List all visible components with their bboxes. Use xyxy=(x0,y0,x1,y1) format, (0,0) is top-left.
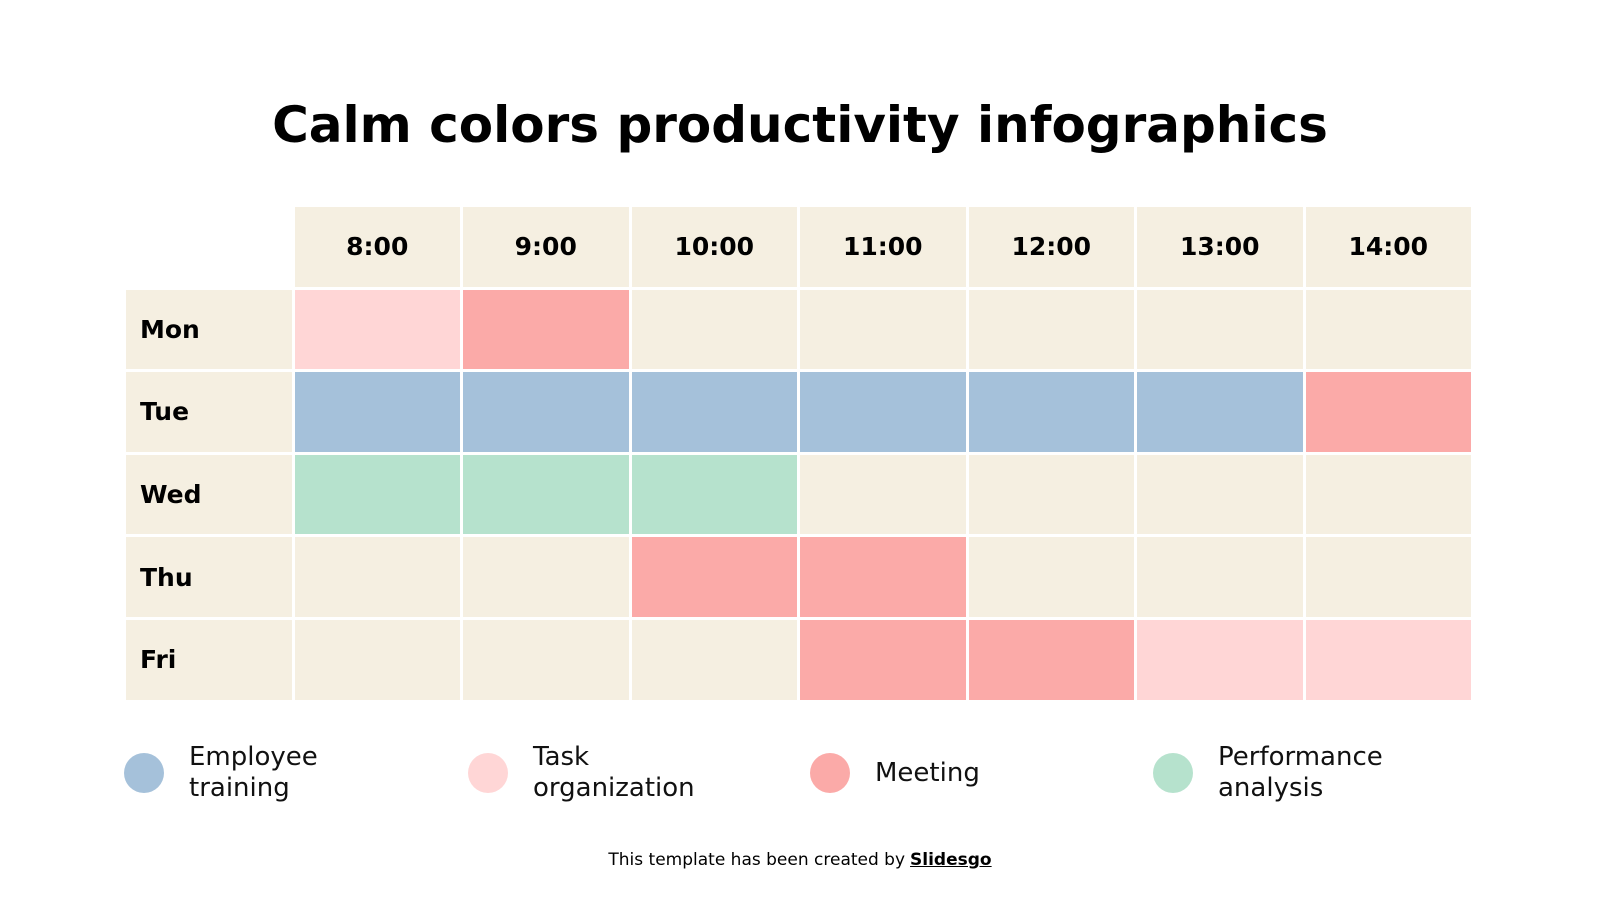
schedule-cell xyxy=(631,372,797,452)
schedule-cell xyxy=(1137,289,1303,370)
schedule-cell xyxy=(463,289,629,370)
schedule-cell xyxy=(294,454,460,535)
schedule-cell xyxy=(968,289,1134,370)
schedule-cell xyxy=(294,537,460,617)
row-header: Thu xyxy=(126,537,292,617)
schedule-cell xyxy=(463,454,629,535)
legend-label: Meeting xyxy=(875,757,980,788)
schedule-cell xyxy=(463,620,629,700)
schedule-cell xyxy=(294,289,460,370)
column-header: 13:00 xyxy=(1137,207,1303,287)
schedule-cell xyxy=(968,454,1134,535)
schedule-cell xyxy=(968,620,1134,700)
legend-swatch xyxy=(124,753,164,793)
schedule-cell xyxy=(800,537,966,617)
schedule-cell xyxy=(1137,372,1303,452)
legend-label: Performance analysis xyxy=(1218,742,1383,803)
schedule-cell xyxy=(1137,620,1303,700)
footer-text: This template has been created by xyxy=(608,850,906,870)
legend-label: Employee training xyxy=(189,742,318,803)
schedule-cell xyxy=(294,372,460,452)
row-header: Tue xyxy=(126,372,292,452)
legend-item: Meeting xyxy=(810,742,1075,804)
column-header: 10:00 xyxy=(631,207,797,287)
schedule-cell xyxy=(1305,537,1471,617)
column-header: 12:00 xyxy=(968,207,1134,287)
schedule-cell xyxy=(294,620,460,700)
schedule-cell xyxy=(1305,620,1471,700)
row-header: Fri xyxy=(126,620,292,700)
schedule-cell xyxy=(1305,454,1471,535)
column-header: 9:00 xyxy=(463,207,629,287)
schedule-cell xyxy=(1305,372,1471,452)
schedule-cell xyxy=(631,289,797,370)
row-header: Mon xyxy=(126,289,292,370)
footer-link[interactable]: Slidesgo xyxy=(910,850,992,870)
schedule-cell xyxy=(800,372,966,452)
legend-swatch xyxy=(1153,753,1193,793)
schedule-cell xyxy=(631,537,797,617)
schedule-cell xyxy=(968,372,1134,452)
schedule-cell xyxy=(800,454,966,535)
schedule-cell xyxy=(800,289,966,370)
schedule-cell xyxy=(631,620,797,700)
schedule-cell xyxy=(968,537,1134,617)
title: Calm colors productivity infographics xyxy=(272,96,1328,154)
legend-item: Employee training xyxy=(124,742,369,804)
schedule-cell xyxy=(631,454,797,535)
schedule-cell xyxy=(800,620,966,700)
legend-swatch xyxy=(468,753,508,793)
legend-label: Task organization xyxy=(533,742,695,803)
schedule-cell xyxy=(1305,289,1471,370)
column-header: 14:00 xyxy=(1305,207,1471,287)
legend-item: Task organization xyxy=(468,742,695,804)
row-header: Wed xyxy=(126,454,292,535)
column-header: 11:00 xyxy=(800,207,966,287)
schedule-cell xyxy=(1137,454,1303,535)
column-header: 8:00 xyxy=(294,207,460,287)
schedule-cell xyxy=(1137,537,1303,617)
footer: This template has been created by Slidesg… xyxy=(0,850,1600,870)
legend-swatch xyxy=(810,753,850,793)
schedule-cell xyxy=(463,372,629,452)
schedule-cell xyxy=(463,537,629,617)
legend-item: Performance analysis xyxy=(1153,742,1403,804)
